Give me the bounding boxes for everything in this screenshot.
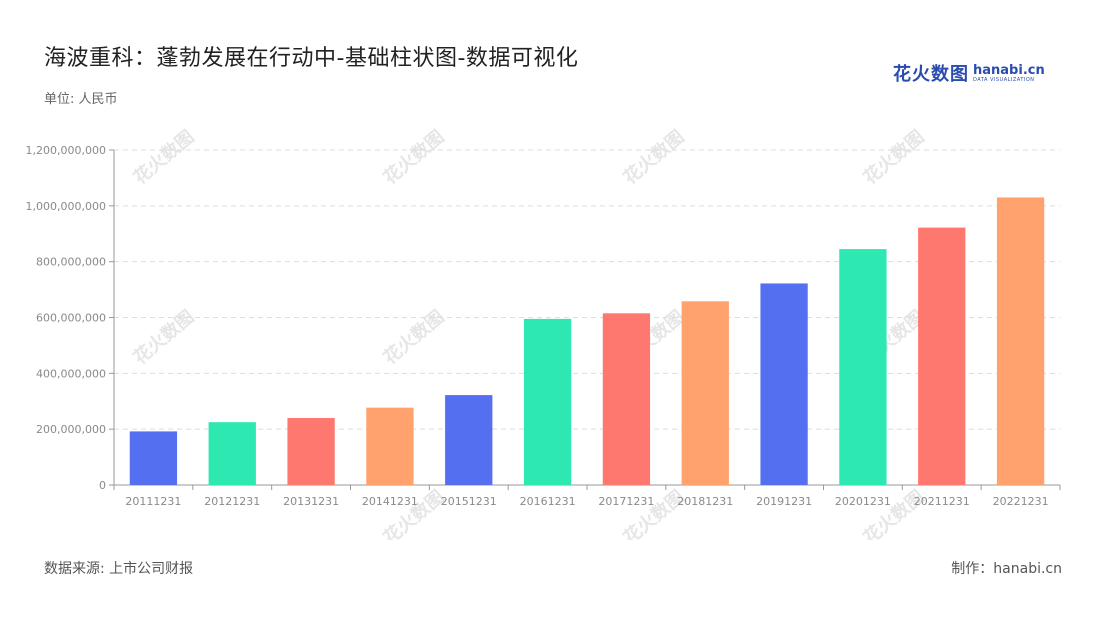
bar	[445, 395, 493, 485]
watermark-mark: 花火数图	[129, 126, 198, 189]
bar	[681, 301, 729, 485]
watermark-mark: 花火数图	[859, 126, 928, 189]
watermark-mark: 花火数图	[379, 486, 448, 540]
x-tick-label: 20141231	[362, 495, 418, 508]
watermark-mark: 花火数图	[379, 126, 448, 189]
x-tick-label: 20151231	[441, 495, 497, 508]
chart-title: 海波重科：蓬勃发展在行动中-基础柱状图-数据可视化	[44, 46, 579, 71]
watermark-mark: 花火数图	[619, 486, 688, 540]
logo-en-block: hanabi.cn DATA VISUALIZATION	[973, 64, 1045, 83]
data-source: 数据来源: 上市公司财报	[44, 561, 194, 577]
y-tick-label: 1,200,000,000	[26, 144, 106, 157]
x-tick-label: 20201231	[835, 495, 891, 508]
bar	[287, 418, 335, 485]
brand-logo: 花火数图 hanabi.cn DATA VISUALIZATION	[893, 60, 1045, 86]
bar	[602, 313, 651, 485]
x-tick-label: 20181231	[677, 495, 733, 508]
y-tick-label: 200,000,000	[36, 423, 106, 436]
bar	[366, 407, 414, 485]
logo-cn-text: 花火数图	[893, 64, 969, 85]
watermark-mark: 花火数图	[619, 126, 688, 189]
watermark-mark: 花火数图	[859, 486, 928, 540]
y-tick-label: 400,000,000	[36, 367, 106, 380]
watermark-mark: 花火数图	[129, 306, 198, 369]
bar	[760, 283, 808, 485]
bar	[208, 422, 256, 485]
x-tick-label: 20121231	[204, 495, 260, 508]
bar	[523, 318, 572, 485]
y-tick-label: 600,000,000	[36, 312, 106, 325]
x-tick-label: 20221231	[993, 495, 1049, 508]
x-tick-label: 20111231	[125, 495, 181, 508]
x-tick-label: 20161231	[520, 495, 576, 508]
x-tick-label: 20131231	[283, 495, 339, 508]
unit-label: 单位: 人民币	[44, 92, 118, 107]
bar	[918, 227, 966, 485]
y-tick-label: 0	[99, 479, 106, 492]
bar	[129, 431, 178, 485]
x-tick-label: 20191231	[756, 495, 812, 508]
logo-en-text: hanabi.cn	[973, 62, 1045, 78]
credit: 制作：hanabi.cn	[951, 561, 1062, 577]
x-tick-label: 20211231	[914, 495, 970, 508]
bar	[839, 249, 887, 485]
y-tick-label: 1,000,000,000	[26, 200, 106, 213]
x-tick-label: 20171231	[598, 495, 654, 508]
logo-sub-text: DATA VISUALIZATION	[973, 76, 1035, 83]
y-tick-label: 800,000,000	[36, 256, 106, 269]
watermark-mark: 花火数图	[379, 306, 448, 369]
bar	[996, 197, 1045, 486]
